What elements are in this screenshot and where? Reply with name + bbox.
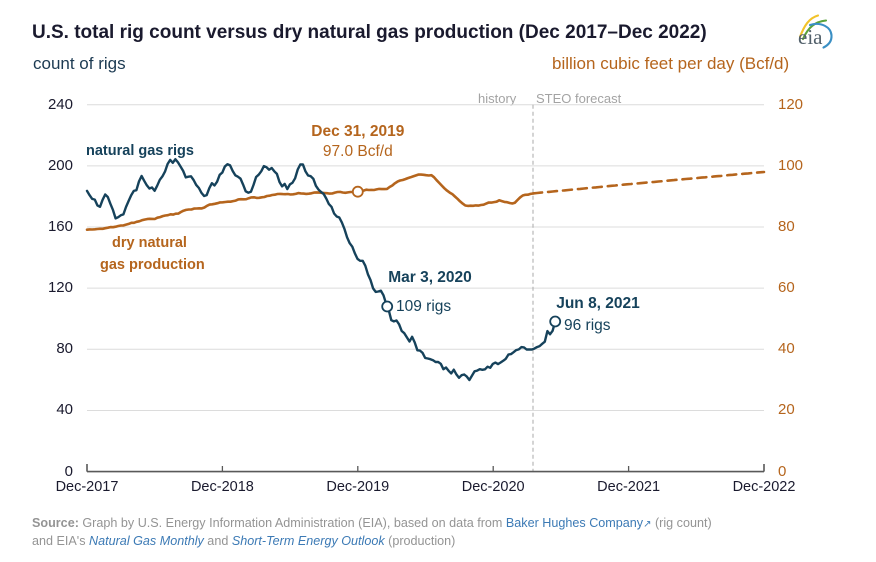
svg-text:Dec-2018: Dec-2018: [191, 479, 254, 495]
svg-text:Mar 3, 2020: Mar 3, 2020: [388, 269, 472, 286]
svg-text:natural gas rigs: natural gas rigs: [86, 143, 194, 159]
svg-text:0: 0: [65, 463, 73, 480]
svg-text:20: 20: [778, 401, 795, 418]
svg-text:109 rigs: 109 rigs: [396, 298, 451, 315]
svg-text:160: 160: [48, 218, 73, 235]
svg-text:40: 40: [56, 401, 73, 418]
svg-text:100: 100: [778, 157, 803, 174]
svg-text:96 rigs: 96 rigs: [564, 317, 611, 334]
svg-text:80: 80: [778, 218, 795, 235]
svg-text:Dec-2021: Dec-2021: [597, 479, 660, 495]
svg-text:Dec-2019: Dec-2019: [326, 479, 389, 495]
svg-text:Dec-2022: Dec-2022: [733, 479, 796, 495]
svg-text:dry natural: dry natural: [112, 235, 187, 251]
svg-text:240: 240: [48, 96, 73, 113]
svg-text:Jun 8, 2021: Jun 8, 2021: [556, 295, 640, 312]
svg-text:120: 120: [778, 96, 803, 113]
svg-text:Dec-2020: Dec-2020: [462, 479, 525, 495]
svg-text:gas production: gas production: [100, 257, 205, 273]
svg-text:0: 0: [778, 463, 786, 480]
svg-text:Dec 31, 2019: Dec 31, 2019: [311, 123, 404, 140]
svg-text:200: 200: [48, 157, 73, 174]
svg-text:Dec-2017: Dec-2017: [56, 479, 119, 495]
svg-text:80: 80: [56, 340, 73, 357]
svg-text:40: 40: [778, 340, 795, 357]
svg-text:97.0 Bcf/d: 97.0 Bcf/d: [323, 143, 393, 160]
svg-text:120: 120: [48, 279, 73, 296]
svg-text:60: 60: [778, 279, 795, 296]
